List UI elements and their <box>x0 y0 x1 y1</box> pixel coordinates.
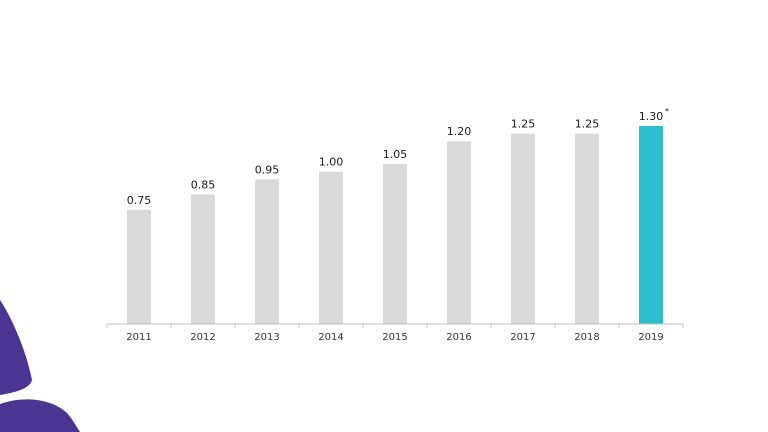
value-label-2016: 1.20 <box>447 125 472 138</box>
bars-group <box>127 126 663 324</box>
tick-label-2018: 2018 <box>574 332 599 343</box>
tick-label-2015: 2015 <box>382 332 407 343</box>
value-label-2019: 1.30 <box>639 110 664 123</box>
tick-label-2011: 2011 <box>126 332 151 343</box>
bar-2016 <box>447 141 471 324</box>
tick-label-2014: 2014 <box>318 332 343 343</box>
bar-2013 <box>255 179 279 324</box>
value-label-2017: 1.25 <box>511 118 536 131</box>
value-label-2013: 0.95 <box>255 163 280 176</box>
value-label-2018: 1.25 <box>575 118 600 131</box>
decor-blob-top <box>0 300 32 395</box>
tick-label-2017: 2017 <box>510 332 535 343</box>
value-labels-group: 0.75 0.85 0.95 1.00 1.05 1.20 1.25 1.25 1.30 * <box>127 107 669 207</box>
tick-label-2019: 2019 <box>638 332 663 343</box>
decorative-shapes <box>0 300 80 432</box>
value-label-marker: * <box>665 107 669 116</box>
x-axis-ticks <box>106 324 684 328</box>
value-label-2011: 0.75 <box>127 194 152 207</box>
x-axis-tick-labels: 2011 2012 2013 2014 2015 2016 2017 2018 2019 <box>126 332 663 343</box>
value-label-2014: 1.00 <box>319 156 344 169</box>
bar-2014 <box>319 171 343 324</box>
value-label-2015: 1.05 <box>383 148 408 161</box>
bar-2011 <box>127 209 151 324</box>
tick-label-2013: 2013 <box>254 332 279 343</box>
value-label-2012: 0.85 <box>191 179 216 192</box>
tick-label-2016: 2016 <box>446 332 471 343</box>
bar-2018 <box>575 133 599 324</box>
bar-2015 <box>383 164 407 324</box>
tick-label-2012: 2012 <box>190 332 215 343</box>
decor-blob-bottom <box>0 399 80 432</box>
bar-2019 <box>639 126 663 324</box>
bar-2012 <box>191 194 215 324</box>
bar-2017 <box>511 133 535 324</box>
